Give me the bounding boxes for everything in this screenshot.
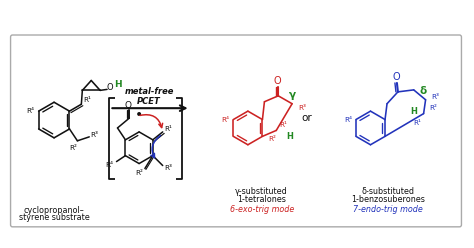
FancyArrowPatch shape (140, 115, 163, 127)
Text: metal-free: metal-free (124, 87, 173, 96)
Text: R³: R³ (90, 132, 98, 138)
Text: R³: R³ (298, 105, 306, 111)
Text: 1-tetralones: 1-tetralones (237, 195, 286, 204)
Text: H: H (287, 132, 293, 141)
Text: R⁴: R⁴ (106, 161, 114, 168)
Text: O: O (273, 76, 281, 86)
Text: cyclopropanol–: cyclopropanol– (24, 206, 84, 215)
Text: H: H (410, 107, 417, 116)
Text: R⁴: R⁴ (344, 117, 352, 123)
Text: O: O (125, 101, 132, 110)
Text: R²: R² (429, 105, 438, 111)
Text: R¹: R¹ (164, 126, 173, 132)
Text: γ-substituted: γ-substituted (236, 187, 288, 196)
FancyArrowPatch shape (151, 135, 160, 158)
Text: 7-endo-trig mode: 7-endo-trig mode (354, 205, 423, 214)
Text: R⁴: R⁴ (27, 108, 35, 114)
Text: O: O (107, 83, 113, 92)
Text: styrene substrate: styrene substrate (18, 214, 90, 222)
Text: H: H (114, 80, 122, 89)
Text: 6-exo-trig mode: 6-exo-trig mode (229, 205, 294, 214)
Text: PCET: PCET (137, 97, 161, 106)
Text: R³: R³ (431, 94, 439, 100)
Text: R²: R² (268, 136, 276, 142)
Text: R¹: R¹ (279, 123, 287, 128)
Text: R⁴: R⁴ (221, 117, 229, 123)
Text: δ-substituted: δ-substituted (362, 187, 415, 196)
Text: O: O (392, 72, 400, 82)
Text: R²: R² (70, 145, 77, 151)
Text: γ: γ (289, 90, 296, 100)
Text: R²: R² (135, 170, 143, 176)
Text: R¹: R¹ (83, 97, 91, 103)
Text: R³: R³ (164, 165, 173, 172)
Text: •: • (135, 108, 143, 122)
Text: or: or (302, 113, 312, 123)
Text: 1-benzosuberones: 1-benzosuberones (351, 195, 425, 204)
Text: R¹: R¹ (414, 120, 421, 125)
Text: δ: δ (420, 86, 427, 96)
FancyBboxPatch shape (10, 35, 462, 227)
